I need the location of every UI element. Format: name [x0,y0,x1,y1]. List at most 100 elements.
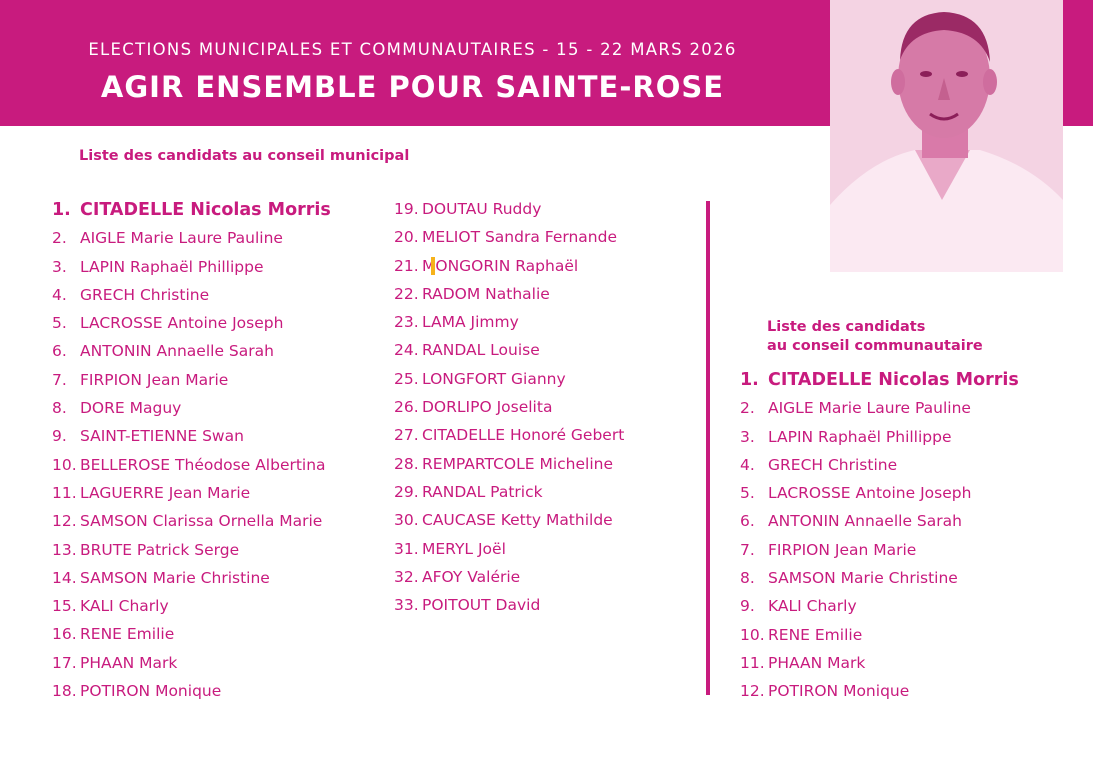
list-item: 33. POITOUT David [394,591,624,619]
candidate-name: ANTONIN Annaelle Sarah [80,342,274,361]
candidate-name: PHAAN Mark [80,653,178,672]
list-item: 8. DORE Maguy [52,394,331,422]
candidate-number: 26. [394,398,419,417]
list-item: 10. RENE Emilie [740,621,1019,649]
candidate-name: FIRPION Jean Marie [768,540,917,559]
candidate-name: BELLEROSE Théodose Albertina [80,455,326,474]
list-item: 22. RADOM Nathalie [394,280,624,308]
communautaire-heading-line-1: Liste des candidats [767,319,926,335]
candidate-name: LAPIN Raphaël Phillippe [768,427,952,446]
candidate-number: 3. [52,257,67,276]
candidate-number: 1. [740,370,759,390]
candidate-name: KALI Charly [768,597,857,616]
candidate-name: SAMSON Marie Christine [768,569,958,588]
candidate-name: BRUTE Patrick Serge [80,540,240,559]
list-item: 17. PHAAN Mark [52,649,331,677]
candidate-name: DOUTAU Ruddy [422,200,542,218]
municipal-heading: Liste des candidats au conseil municipal [79,148,410,164]
candidate-name: CITADELLE Honoré Gebert [422,426,625,445]
candidate-number: 3. [740,427,755,446]
candidate-name: AIGLE Marie Laure Pauline [80,229,283,248]
candidate-number: 6. [52,342,67,361]
candidate-name: SAINT-ETIENNE Swan [80,427,244,446]
municipal-list-column-2: 19. DOUTAU Ruddy 20. MELIOT Sandra Fernande… [394,195,624,619]
candidate-name: LAGUERRE Jean Marie [80,483,251,502]
list-item: 19. DOUTAU Ruddy [394,195,624,223]
candidate-name: LAPIN Raphaël Phillippe [80,257,264,276]
candidate-name: POITOUT David [422,596,541,615]
candidate-number: 9. [52,427,67,446]
candidate-name: RANDAL Patrick [422,482,543,501]
candidate-number: 25. [394,369,419,388]
candidate-number: 4. [740,455,755,474]
list-title: AGIR ENSEMBLE POUR SAINTE-ROSE [100,70,725,104]
candidate-number: 20. [394,228,419,247]
candidate-number: 33. [394,596,419,615]
candidate-number: 8. [740,569,755,588]
candidate-name: AIGLE Marie Laure Pauline [768,399,971,418]
candidate-number: 10. [740,625,765,644]
candidate-number: 32. [394,567,419,586]
candidate-name: LACROSSE Antoine Joseph [80,314,284,333]
list-item: 27. CITADELLE Honoré Gebert [394,421,624,449]
candidate-name: POTIRON Monique [80,682,222,701]
candidate-number: 8. [52,399,67,418]
candidate-name: FIRPION Jean Marie [80,370,229,389]
list-item: 11. PHAAN Mark [740,649,1019,677]
list-item: 2. AIGLE Marie Laure Pauline [52,224,331,252]
list-item: 20. MELIOT Sandra Fernande [394,223,624,251]
candidate-name: RANDAL Louise [422,341,540,360]
candidate-name: RENE Emilie [768,625,863,644]
candidate-number: 19. [394,200,419,218]
candidate-number: 16. [52,625,77,644]
list-item: 7. FIRPION Jean Marie [740,536,1019,564]
candidate-name: GRECH Christine [768,455,898,474]
candidate-name: KALI Charly [80,597,169,616]
list-item: 12. SAMSON Clarissa Ornella Marie [52,507,331,535]
candidate-number: 29. [394,482,419,501]
list-item: 4. GRECH Christine [740,451,1019,479]
candidate-name: CITADELLE Nicolas Morris [768,370,1019,390]
candidate-number: 30. [394,511,419,530]
candidate-number: 27. [394,426,419,445]
list-item: 4. GRECH Christine [52,281,331,309]
candidate-number: 23. [394,313,419,332]
portrait-icon [830,0,1063,272]
text-cursor [431,257,435,275]
list-item: 32. AFOY Valérie [394,563,624,591]
candidate-name: RADOM Nathalie [422,284,550,303]
candidate-number: 28. [394,454,419,473]
candidate-number: 2. [52,229,67,248]
candidate-number: 5. [740,484,755,503]
list-item: 18. POTIRON Monique [52,677,331,705]
candidate-name: SAMSON Marie Christine [80,568,270,587]
column-divider [706,201,710,695]
candidate-name: LAMA Jimmy [422,313,519,332]
candidate-number: 2. [740,399,755,418]
candidate-number: 10. [52,455,77,474]
communautaire-heading-line-2: au conseil communautaire [767,338,983,354]
candidate-number: 13. [52,540,77,559]
election-subtitle: ELECTIONS MUNICIPALES ET COMMUNAUTAIRES … [88,40,737,59]
candidate-name: CAUCASE Ketty Mathilde [422,511,613,530]
candidate-name: AFOY Valérie [422,567,521,586]
list-item: 13. BRUTE Patrick Serge [52,536,331,564]
list-item: 12. POTIRON Monique [740,677,1019,705]
candidate-number: 12. [52,512,77,531]
list-item: 23. LAMA Jimmy [394,308,624,336]
candidate-number: 18. [52,682,77,701]
list-item: 5. LACROSSE Antoine Joseph [740,479,1019,507]
list-item: 24. RANDAL Louise [394,336,624,364]
candidate-number: 5. [52,314,67,333]
candidate-name: RENE Emilie [80,625,175,644]
list-item: 16. RENE Emilie [52,620,331,648]
candidate-name: REMPARTCOLE Micheline [422,454,614,473]
communautaire-list: 1. CITADELLE Nicolas Morris 2. AIGLE Marie … [740,366,1019,706]
communautaire-heading: Liste des candidats au conseil communaut… [767,318,983,356]
candidate-name: MONGORIN Raphaël [422,256,579,275]
list-item: 21. MONGORIN Raphaël [394,252,624,280]
candidate-number: 24. [394,341,419,360]
list-item: 3. LAPIN Raphaël Phillippe [52,253,331,281]
list-item: 5. LACROSSE Antoine Joseph [52,309,331,337]
candidate-number: 6. [740,512,755,531]
